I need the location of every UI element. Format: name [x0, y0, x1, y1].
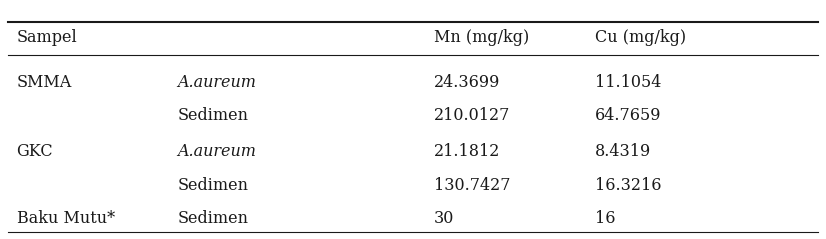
- Text: 16: 16: [595, 210, 615, 227]
- Text: Mn (mg/kg): Mn (mg/kg): [434, 28, 529, 46]
- Text: 21.1812: 21.1812: [434, 143, 500, 160]
- Text: 8.4319: 8.4319: [595, 143, 651, 160]
- Text: A.aureum: A.aureum: [178, 74, 256, 91]
- Text: GKC: GKC: [17, 143, 53, 160]
- Text: 130.7427: 130.7427: [434, 177, 510, 194]
- Text: Sedimen: Sedimen: [178, 210, 249, 227]
- Text: 24.3699: 24.3699: [434, 74, 500, 91]
- Text: 64.7659: 64.7659: [595, 107, 662, 125]
- Text: 11.1054: 11.1054: [595, 74, 661, 91]
- Text: 16.3216: 16.3216: [595, 177, 662, 194]
- Text: Baku Mutu*: Baku Mutu*: [17, 210, 115, 227]
- Text: Sedimen: Sedimen: [178, 177, 249, 194]
- Text: 210.0127: 210.0127: [434, 107, 510, 125]
- Text: Sedimen: Sedimen: [178, 107, 249, 125]
- Text: Sampel: Sampel: [17, 28, 78, 46]
- Text: SMMA: SMMA: [17, 74, 72, 91]
- Text: A.aureum: A.aureum: [178, 143, 256, 160]
- Text: 30: 30: [434, 210, 454, 227]
- Text: Cu (mg/kg): Cu (mg/kg): [595, 28, 686, 46]
